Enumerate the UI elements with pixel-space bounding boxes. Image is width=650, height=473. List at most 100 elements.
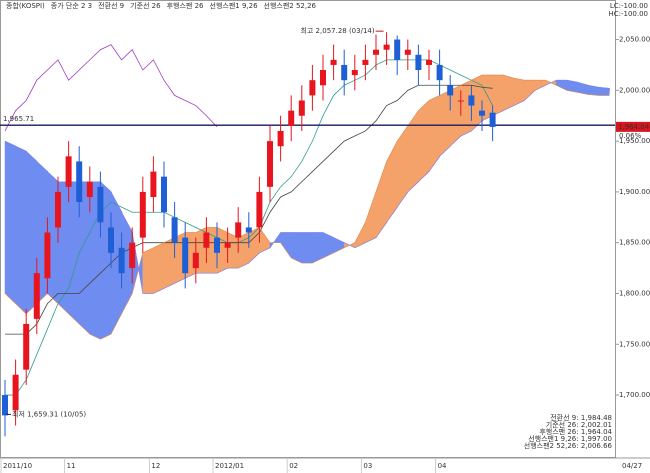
indicator-line	[4, 74, 610, 340]
candle-body	[76, 161, 83, 203]
legend-label: 기준선 26	[130, 1, 161, 10]
cloud	[598, 87, 610, 96]
cloud	[4, 140, 17, 305]
candle-body	[468, 95, 475, 106]
candle-body	[341, 64, 348, 81]
candle-body	[44, 232, 51, 279]
legend-label: 선행스팬1 9,26	[210, 1, 259, 10]
candle-body	[129, 242, 136, 269]
candle-body	[489, 112, 496, 127]
candle-body	[2, 395, 8, 416]
candle-body	[150, 171, 157, 197]
legend-label: 후행스팬 26	[167, 1, 204, 10]
candle-body	[108, 227, 114, 253]
cloud	[492, 74, 504, 117]
value-readout: 선행스팬1 9,26: 1,997.00	[528, 434, 612, 443]
cloud	[153, 242, 165, 294]
candle-body	[55, 191, 61, 228]
candle-body	[256, 191, 263, 228]
cloud	[439, 89, 451, 157]
candle-body	[12, 374, 19, 411]
candle-body	[214, 237, 220, 253]
legend-label: 종가 단순 2 3	[51, 1, 92, 10]
x-tick-label: 03	[363, 462, 372, 470]
legend-label: 선행스팬2 52,26	[264, 1, 317, 10]
y-tick-label: 2,050.00	[619, 36, 650, 44]
last-price-label: 1,964.04	[618, 123, 650, 131]
y-tick-label: 1,900.00	[619, 188, 650, 196]
candle-body	[224, 242, 231, 248]
candle-body	[426, 59, 432, 65]
corner-label: HC:-100.00	[608, 10, 648, 18]
candle-body	[86, 181, 93, 197]
cloud	[301, 232, 314, 264]
candle-body	[457, 100, 464, 102]
candle-body	[277, 130, 284, 147]
x-tick-label: 12	[151, 462, 160, 470]
candle-body	[362, 59, 369, 65]
cloud	[163, 237, 176, 289]
annotation: 최저 1,659.31 (10/05)	[12, 409, 86, 418]
candle-body	[161, 176, 167, 213]
candle-body	[404, 49, 411, 55]
cloud	[15, 145, 27, 315]
cloud	[227, 232, 239, 269]
candle-body	[383, 44, 390, 50]
cloud	[68, 181, 80, 325]
candle-body	[436, 64, 443, 81]
candle-body	[235, 222, 242, 238]
candle-body	[309, 80, 316, 96]
value-readout: 후행스팬 26: 1,964.04	[539, 427, 612, 436]
y-tick-label: 1,800.00	[619, 289, 650, 297]
candle-body	[33, 273, 40, 319]
y-tick-label: 1,850.00	[619, 239, 650, 247]
candle-body	[373, 49, 379, 55]
candle-body	[23, 323, 30, 370]
corner-label: LC:-100.00	[610, 2, 648, 10]
x-tick-label: 2012/01	[215, 462, 244, 470]
cloud	[513, 77, 526, 106]
candle-body	[65, 156, 72, 187]
y-tick-label: 1,750.00	[619, 340, 650, 348]
candle-body	[320, 70, 326, 86]
value-readout: 선행스팬2 52,26: 2,006.66	[524, 441, 613, 450]
y-tick-label: 1,950.00	[619, 137, 650, 145]
x-tick-label: 11	[67, 462, 76, 470]
candle-body	[171, 217, 178, 243]
candle-body	[245, 227, 252, 233]
last-price-change: 0.06%	[619, 132, 642, 140]
x-tick-label: 04	[438, 462, 447, 470]
candle-body	[479, 110, 485, 116]
cloud	[142, 247, 155, 294]
candle-body	[203, 232, 210, 248]
cloud	[78, 181, 91, 335]
legend-label: 전환선 9	[98, 1, 124, 10]
x-end-label: 04/27	[622, 462, 642, 470]
annotation: 최고 2,057.28 (03/14)	[300, 26, 374, 35]
indicator-line	[4, 44, 218, 132]
candle-body	[192, 252, 199, 269]
candle-body	[288, 110, 295, 126]
candle-body	[139, 191, 146, 238]
x-tick-label: 02	[289, 462, 298, 470]
value-readout: 전환선 9: 1,984.48	[550, 413, 612, 422]
cloud	[418, 99, 430, 183]
candle-body	[182, 237, 189, 274]
candle-body	[351, 70, 358, 76]
candle-body	[394, 39, 401, 60]
last-price-box	[616, 121, 650, 132]
candle-body	[97, 186, 104, 223]
indicator-line	[4, 79, 610, 294]
reference-label: 1,965.71	[3, 115, 34, 123]
legend-label: 종합(KOSPI)	[6, 1, 45, 10]
y-tick-label: 2,000.00	[619, 86, 650, 94]
cloud	[460, 79, 473, 137]
candle-body	[118, 247, 125, 274]
value-readout: 기준선 26: 2,002.01	[546, 420, 612, 429]
cloud	[502, 74, 515, 112]
x-tick-label: 2011/10	[3, 462, 32, 470]
candle-body	[298, 100, 305, 116]
candle-body	[330, 59, 337, 65]
candle-body	[415, 54, 422, 71]
